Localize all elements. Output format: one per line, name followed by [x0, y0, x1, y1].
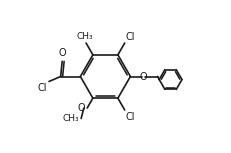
Text: CH₃: CH₃ [63, 114, 79, 123]
Text: O: O [77, 103, 85, 113]
Text: Cl: Cl [125, 32, 134, 41]
Text: Cl: Cl [38, 83, 47, 93]
Text: Cl: Cl [125, 112, 134, 122]
Text: CH₃: CH₃ [77, 32, 93, 41]
Text: O: O [139, 71, 147, 82]
Text: O: O [58, 48, 66, 58]
